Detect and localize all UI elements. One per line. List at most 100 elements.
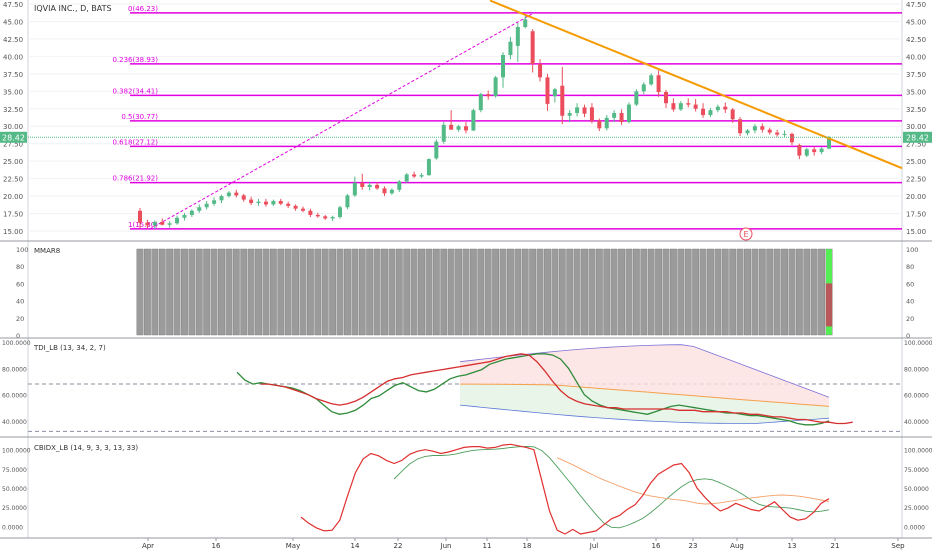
mmar-bar — [588, 248, 596, 336]
mmar-bar — [329, 248, 337, 336]
candle-body — [738, 119, 743, 134]
mmar-bar — [773, 248, 781, 336]
candle-body — [434, 141, 439, 159]
candle-body — [641, 84, 646, 92]
mmar-bar — [173, 248, 181, 336]
mmar-bar — [284, 248, 292, 336]
mmar-bar — [499, 248, 507, 336]
candle-body — [530, 31, 535, 65]
candle-body — [515, 27, 520, 46]
candle-body — [775, 132, 780, 135]
candle-body — [256, 201, 261, 204]
mmar-title: MMAR8 — [34, 247, 60, 255]
candle-body — [827, 137, 831, 149]
candle-body — [338, 207, 343, 218]
mmar-bar — [403, 248, 411, 336]
candle-body — [693, 104, 698, 109]
mmar-bar — [781, 248, 788, 336]
trendline[interactable] — [489, 0, 903, 170]
tdi-mid-band — [460, 383, 830, 407]
price-tick-label: 27.50 — [3, 141, 23, 149]
mmar-bar — [573, 248, 581, 336]
mmar-tick-label: 40 — [16, 298, 24, 306]
mmar-bar — [358, 248, 366, 336]
mmar-bar — [551, 248, 559, 336]
candle-body — [478, 94, 483, 111]
cbidx-slow-ma — [557, 457, 830, 505]
candle-body — [412, 174, 417, 177]
candle-body — [804, 149, 809, 156]
mmar-bar — [269, 248, 277, 336]
candle-body — [538, 64, 543, 78]
mmar-bar — [581, 248, 588, 336]
mmar-bar — [810, 248, 818, 336]
time-tick-label: 22 — [394, 542, 403, 550]
time-tick-label: 16 — [652, 542, 661, 550]
mmar-bar — [662, 248, 670, 336]
mmar-bar — [188, 248, 196, 336]
candle-body — [300, 208, 305, 211]
mmar-bar — [618, 248, 625, 336]
candle-body — [404, 174, 409, 182]
mmar-bar — [566, 248, 574, 336]
candle-body — [212, 200, 217, 204]
mmar-bar — [381, 248, 388, 336]
fib-level-label: 0.236(38.93) — [112, 56, 158, 64]
candle-body — [789, 133, 794, 143]
mmar-bar — [729, 248, 737, 336]
candle-body — [730, 109, 735, 120]
mmar-bar — [707, 248, 714, 336]
mmar-tick-label: 20 — [906, 315, 914, 323]
candle-body — [782, 133, 787, 135]
mmar-bar — [507, 248, 514, 336]
time-tick-label: 11 — [483, 542, 492, 550]
mmar-bar — [158, 248, 166, 336]
price-tick-label: 37.50 — [3, 71, 23, 79]
candle-body — [523, 19, 528, 28]
candle-body — [567, 112, 572, 116]
mmar-bar — [181, 248, 188, 336]
fib-level-label: 0.786(21.92) — [112, 175, 158, 183]
candle-body — [145, 222, 150, 226]
mmar-tick-label: 60 — [906, 280, 914, 288]
candle-body — [315, 214, 320, 217]
candle-body — [219, 196, 224, 201]
time-tick-label: 16 — [212, 542, 221, 550]
candle-body — [278, 200, 283, 204]
fibonacci-retracement[interactable]: 0(46.23) 0.236(38.93) 0.382(34.41) 0.5(30.7… — [112, 5, 902, 230]
time-tick-label: 21 — [831, 542, 840, 550]
mmar-bar — [299, 248, 307, 336]
candle-body — [286, 203, 291, 206]
candle-body — [360, 182, 365, 188]
mmar-bar — [395, 248, 403, 336]
time-tick-label: 23 — [689, 542, 698, 550]
mmar-bar — [766, 248, 774, 336]
tdi-title: TDI_LB (13, 34, 2, 7) — [33, 344, 106, 352]
last-price-badge-right: 28.42 — [903, 131, 932, 143]
candle-body — [493, 77, 498, 97]
mmar-tick-label: 80 — [906, 263, 914, 271]
cbidx-tick-label: 0.0000 — [904, 524, 925, 531]
mmar-bar — [277, 248, 285, 336]
tdi-tick-label: 80.0000 — [904, 366, 929, 373]
mmar-tick-label: 80 — [16, 263, 24, 271]
mmar-bar — [514, 248, 522, 336]
price-tick-label: 25.00 — [906, 158, 926, 166]
candle-body — [323, 216, 328, 219]
price-axis-left: 15.00 17.50 20.00 22.50 25.00 27.50 30.00 32.50… — [3, 1, 23, 236]
cbidx-tick-label: 0.0000 — [2, 524, 23, 531]
earnings-marker[interactable]: E — [739, 227, 753, 241]
mmar-bar — [151, 248, 159, 336]
mmar-bar — [529, 248, 537, 336]
price-tick-label: 40.00 — [906, 53, 926, 61]
tdi-tick-label: 40.0000 — [2, 419, 27, 426]
candlesticks — [138, 15, 831, 229]
mmar-bar — [166, 248, 174, 336]
mmar-tick-label: 100 — [16, 246, 28, 254]
mmar-tick-label: 100 — [906, 246, 918, 254]
fib-diagonal-line[interactable] — [149, 12, 535, 230]
candle-body — [249, 199, 254, 204]
mmar-bar — [336, 248, 344, 336]
candle-body — [575, 107, 580, 113]
tdi-axis: 40.0000 40.0000 60.0000 60.0000 80.0000 80.00… — [2, 340, 932, 426]
